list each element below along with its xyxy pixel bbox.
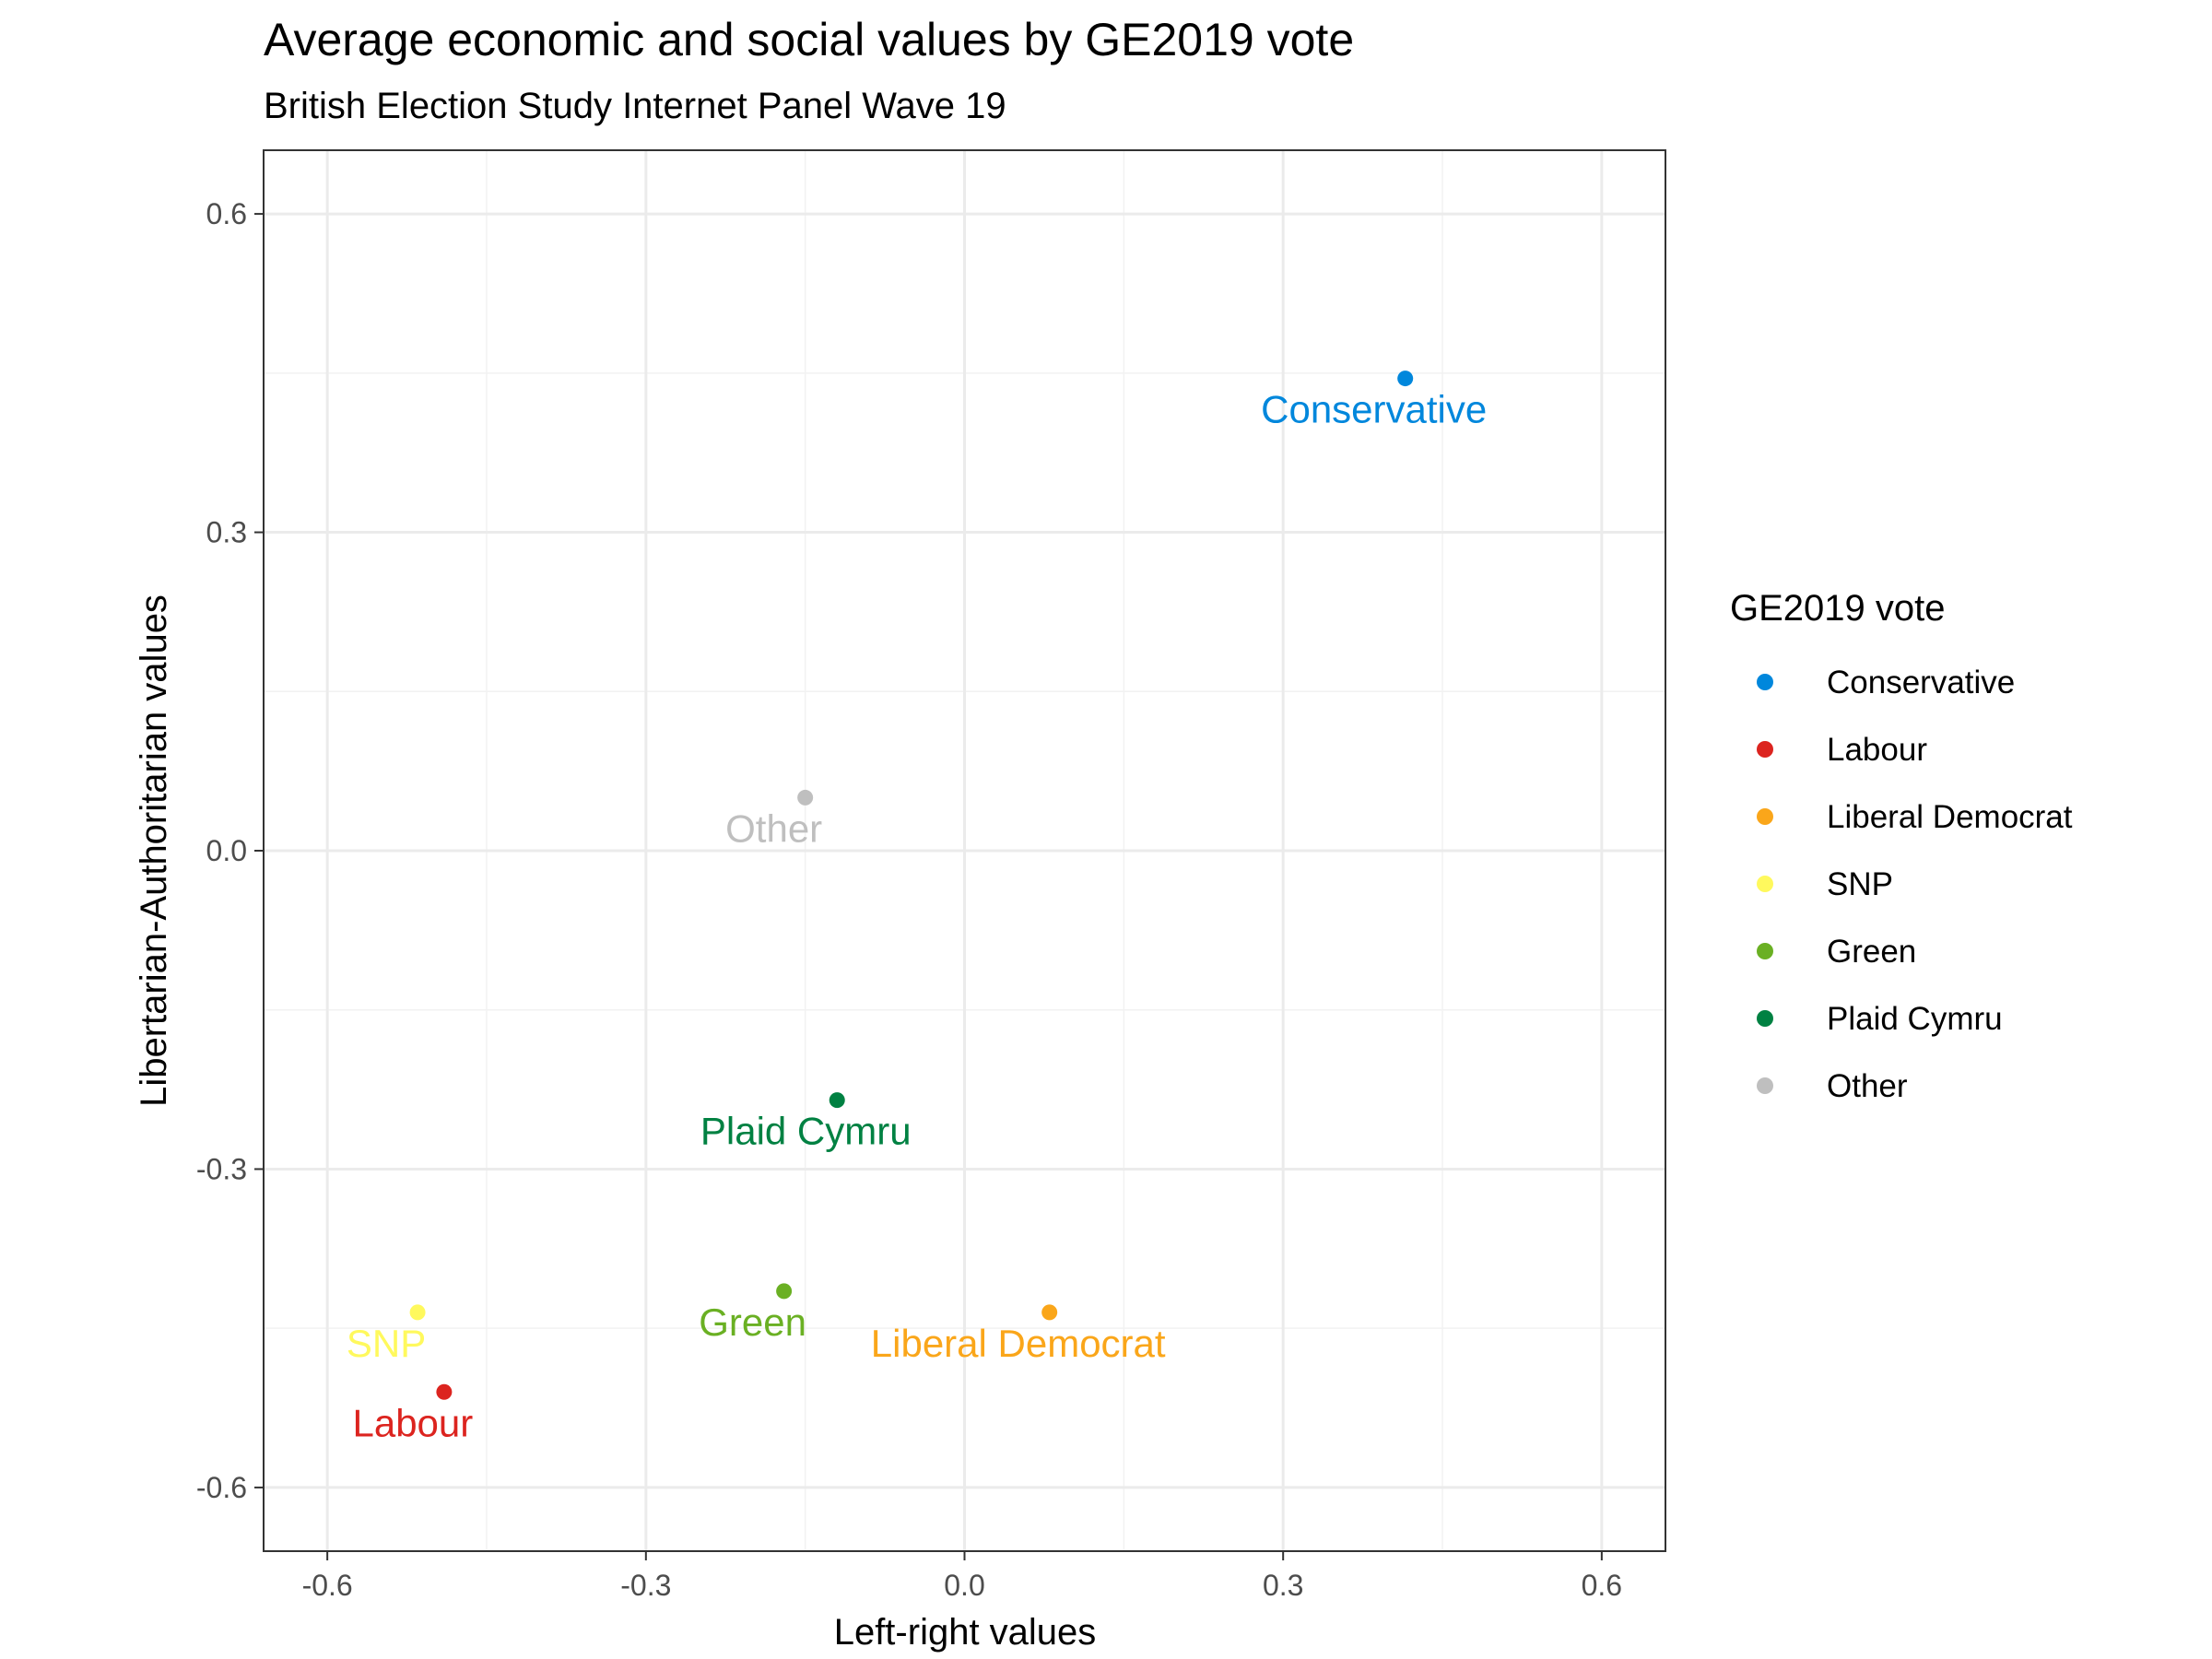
legend-key bbox=[1757, 741, 1773, 758]
legend-key bbox=[1757, 876, 1773, 892]
data-point bbox=[1041, 1304, 1058, 1321]
data-point-label: Labour bbox=[352, 1401, 473, 1444]
legend: GE2019 vote Conservative Labour Liberal De… bbox=[1730, 588, 2073, 1104]
legend-key bbox=[1757, 808, 1773, 825]
data-point bbox=[409, 1304, 426, 1321]
legend-key bbox=[1757, 943, 1773, 959]
legend-key bbox=[1757, 674, 1773, 690]
data-point bbox=[797, 789, 814, 806]
x-axis-ticks: -0.6 -0.3 0.0 0.3 0.6 bbox=[302, 1551, 1622, 1602]
legend-label: Other bbox=[1827, 1068, 1908, 1104]
y-axis-ticks: 0.6 0.3 0.0 -0.3 -0.6 bbox=[196, 197, 264, 1504]
data-points bbox=[409, 371, 1414, 1400]
chart-title: Average economic and social values by GE… bbox=[264, 14, 1354, 65]
legend-label: Liberal Democrat bbox=[1827, 799, 2073, 835]
x-tick-label: 0.3 bbox=[1263, 1569, 1303, 1602]
x-tick-label: 0.0 bbox=[944, 1569, 984, 1602]
data-point bbox=[1397, 371, 1414, 387]
x-axis-title: Left-right values bbox=[834, 1612, 1097, 1653]
data-point-label: Other bbox=[725, 806, 822, 850]
y-tick-label: -0.3 bbox=[196, 1152, 247, 1185]
legend-title: GE2019 vote bbox=[1730, 588, 1946, 629]
data-point-label: Liberal Democrat bbox=[871, 1322, 1166, 1365]
x-tick-label: -0.6 bbox=[302, 1569, 353, 1602]
legend-label: Green bbox=[1827, 934, 1916, 970]
chart-subtitle: British Election Study Internet Panel Wa… bbox=[264, 86, 1006, 126]
data-point-labels: Conservative Labour Liberal Democrat SNP Gre… bbox=[347, 388, 1487, 1445]
y-tick-label: 0.3 bbox=[206, 516, 247, 549]
x-tick-label: 0.6 bbox=[1582, 1569, 1622, 1602]
legend-label: Plaid Cymru bbox=[1827, 1001, 2003, 1037]
legend-items: Conservative Labour Liberal Democrat SNP Gre… bbox=[1757, 665, 2073, 1104]
data-point-label: Conservative bbox=[1261, 388, 1487, 431]
y-tick-label: -0.6 bbox=[196, 1471, 247, 1504]
data-point-label: Green bbox=[699, 1300, 806, 1344]
data-point bbox=[776, 1283, 793, 1300]
y-axis-title: Libertarian-Authoritarian values bbox=[134, 594, 174, 1107]
plot-panel: Conservative Labour Liberal Democrat SNP Gre… bbox=[263, 149, 1666, 1552]
y-tick-label: 0.6 bbox=[206, 197, 247, 230]
major-gridlines bbox=[264, 150, 1665, 1551]
legend-label: SNP bbox=[1827, 866, 1893, 902]
legend-key bbox=[1757, 1077, 1773, 1094]
legend-key bbox=[1757, 1010, 1773, 1027]
data-point bbox=[436, 1383, 453, 1400]
legend-label: Labour bbox=[1827, 732, 1927, 768]
legend-label: Conservative bbox=[1827, 665, 2015, 700]
data-point-label: Plaid Cymru bbox=[700, 1110, 912, 1153]
data-point bbox=[829, 1092, 845, 1109]
x-tick-label: -0.3 bbox=[620, 1569, 671, 1602]
y-tick-label: 0.0 bbox=[206, 834, 247, 867]
data-point-label: SNP bbox=[347, 1322, 426, 1365]
